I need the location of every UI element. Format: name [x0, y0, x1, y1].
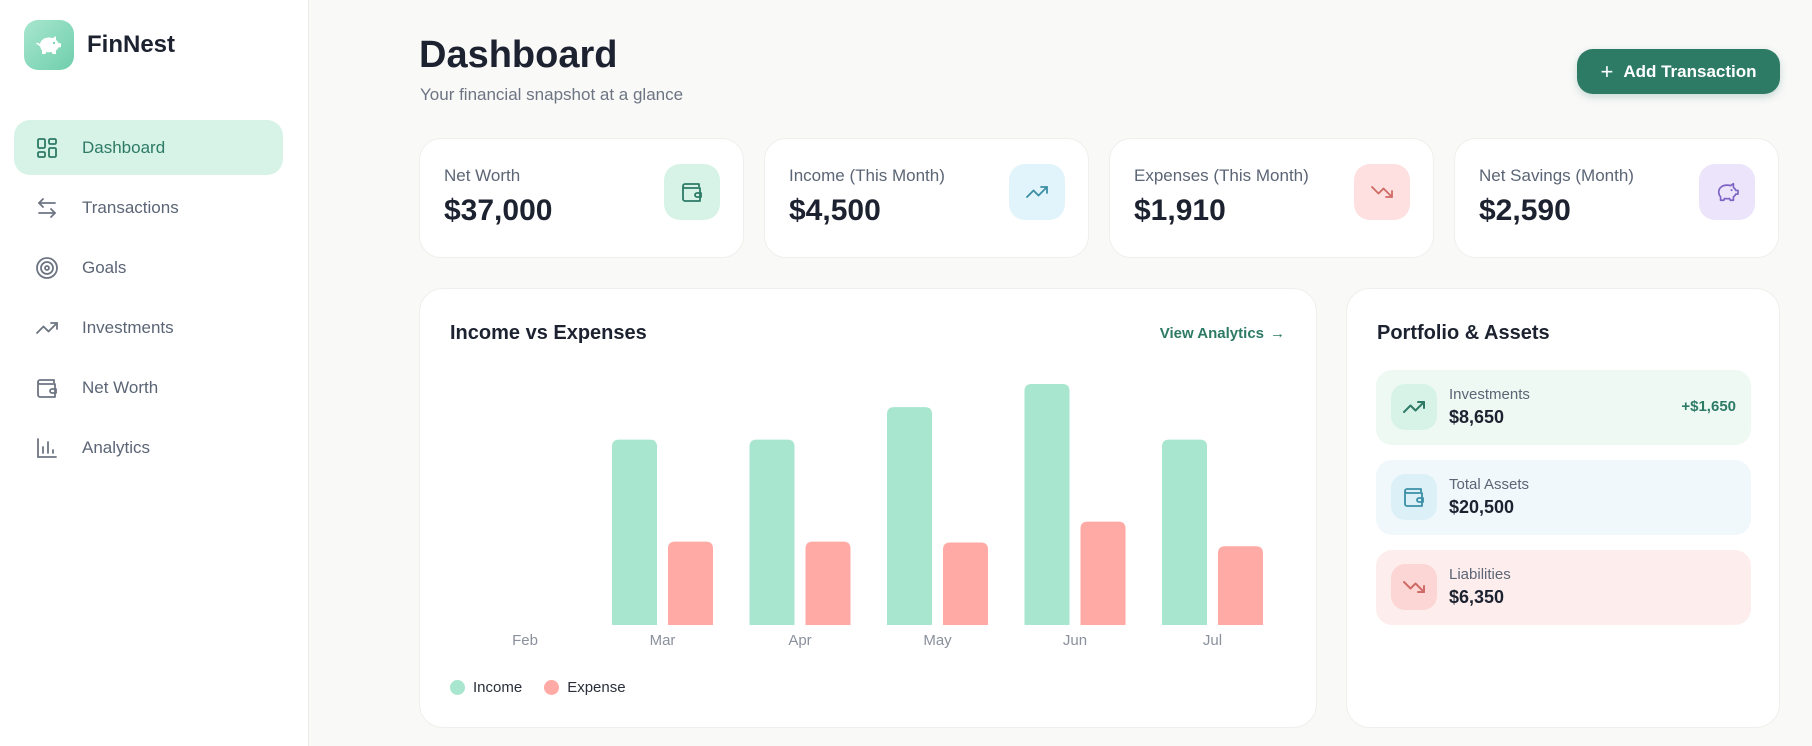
- legend-label: Expense: [567, 679, 626, 696]
- stat-card-net-savings: Net Savings (Month) $2,590: [1454, 138, 1779, 258]
- asset-change: +$1,650: [1681, 398, 1736, 415]
- trending-up-icon: [34, 315, 60, 341]
- sidebar-item-label: Net Worth: [82, 377, 159, 397]
- income-bar-jun: [1024, 384, 1070, 625]
- arrow-right-icon: →: [1270, 325, 1285, 342]
- dashboard-icon: [34, 135, 60, 161]
- stat-card-net-worth: Net Worth $37,000: [419, 138, 744, 258]
- stat-label: Net Worth: [444, 166, 521, 185]
- brand-name: FinNest: [87, 31, 176, 58]
- expense-bar-mar: [668, 541, 713, 625]
- stat-value: $4,500: [789, 194, 881, 227]
- sidebar-item-label: Investments: [82, 317, 174, 337]
- piggy-bank-icon: [1699, 164, 1755, 220]
- legend-item-expense: Expense: [544, 679, 626, 696]
- expense-bar-may: [943, 542, 988, 625]
- wallet-icon: [664, 164, 720, 220]
- trending-down-icon: [1354, 164, 1410, 220]
- x-tick-label: Apr: [788, 632, 811, 649]
- portfolio-title: Portfolio & Assets: [1377, 322, 1550, 344]
- income-bar-mar: [612, 439, 657, 625]
- stat-label: Income (This Month): [789, 166, 945, 185]
- sidebar-item-investments[interactable]: Investments: [14, 300, 283, 355]
- sidebar-item-net-worth[interactable]: Net Worth: [14, 360, 283, 415]
- income-expense-chart: Feb Mar Apr May Jun Jul: [512, 384, 1263, 649]
- asset-row-liabilities[interactable]: Liabilities $6,350: [1376, 550, 1751, 625]
- chart-title: Income vs Expenses: [450, 322, 647, 344]
- x-tick-label: Mar: [650, 632, 676, 649]
- expense-bar-jul: [1218, 546, 1263, 625]
- sidebar-item-transactions[interactable]: Transactions: [14, 180, 283, 235]
- trending-up-icon: [1009, 164, 1065, 220]
- x-tick-label: Feb: [512, 632, 538, 649]
- sidebar-item-label: Transactions: [82, 197, 179, 217]
- stat-value: $1,910: [1134, 194, 1226, 227]
- legend-swatch: [544, 680, 560, 695]
- asset-label: Total Assets: [1449, 476, 1530, 493]
- wallet-icon: [1391, 474, 1437, 520]
- asset-label: Liabilities: [1449, 566, 1511, 583]
- sidebar-item-goals[interactable]: Goals: [14, 240, 283, 295]
- stat-value: $2,590: [1479, 194, 1571, 227]
- asset-value: $8,650: [1449, 407, 1505, 427]
- stat-card-expenses: Expenses (This Month) $1,910: [1109, 138, 1434, 258]
- income-bar-jul: [1162, 439, 1207, 625]
- expense-bar-apr: [805, 541, 851, 625]
- asset-row-investments[interactable]: Investments $8,650 +$1,650: [1376, 370, 1751, 445]
- transfer-arrows-icon: [34, 195, 60, 221]
- asset-value: $6,350: [1449, 587, 1505, 607]
- stat-value: $37,000: [444, 194, 553, 227]
- trending-up-icon: [1391, 384, 1437, 430]
- asset-label: Investments: [1449, 386, 1530, 403]
- portfolio-assets-card: Portfolio & Assets Investments $8,650 +$…: [1346, 288, 1780, 728]
- income-vs-expenses-card: Feb Mar Apr May Jun Jul Income vs Expenses Vi…: [419, 288, 1317, 728]
- chart-legend: Income Expense: [450, 679, 648, 696]
- bar-chart-icon: [34, 435, 60, 461]
- add-transaction-button[interactable]: + Add Transaction: [1577, 49, 1780, 94]
- sidebar-item-analytics[interactable]: Analytics: [14, 420, 283, 475]
- sidebar-item-label: Dashboard: [82, 137, 166, 157]
- asset-value: $20,500: [1449, 497, 1515, 517]
- trending-down-icon: [1391, 564, 1437, 610]
- piggy-bank-logo-icon: [24, 20, 74, 70]
- legend-swatch: [450, 680, 465, 695]
- page-subtitle: Your financial snapshot at a glance: [420, 85, 684, 104]
- income-bar-apr: [749, 439, 795, 625]
- stat-card-income: Income (This Month) $4,500: [764, 138, 1089, 258]
- sidebar-item-dashboard[interactable]: Dashboard: [14, 120, 283, 175]
- view-analytics-label: View Analytics: [1159, 325, 1264, 342]
- x-tick-label: Jun: [1063, 632, 1087, 649]
- sidebar-nav: Dashboard Transactions Goals: [14, 120, 283, 480]
- asset-row-total-assets[interactable]: Total Assets $20,500: [1376, 460, 1751, 535]
- brand[interactable]: FinNest: [24, 20, 175, 70]
- expense-bar-jun: [1080, 521, 1126, 625]
- x-tick-label: Jul: [1203, 632, 1222, 649]
- sidebar-item-label: Goals: [82, 257, 127, 277]
- plus-icon: +: [1600, 58, 1614, 84]
- sidebar-item-label: Analytics: [82, 437, 151, 457]
- page-title: Dashboard: [419, 34, 618, 76]
- stat-label: Expenses (This Month): [1134, 166, 1309, 185]
- wallet-icon: [34, 375, 60, 401]
- income-bar-may: [887, 407, 932, 625]
- x-tick-label: May: [923, 632, 952, 649]
- legend-label: Income: [473, 679, 523, 696]
- stat-label: Net Savings (Month): [1479, 166, 1634, 185]
- target-icon: [34, 255, 60, 281]
- legend-item-income: Income: [450, 679, 522, 696]
- view-analytics-link[interactable]: View Analytics →: [1160, 325, 1285, 342]
- add-transaction-label: Add Transaction: [1623, 61, 1757, 81]
- sidebar: FinNest Dashboard Transactions: [0, 0, 309, 746]
